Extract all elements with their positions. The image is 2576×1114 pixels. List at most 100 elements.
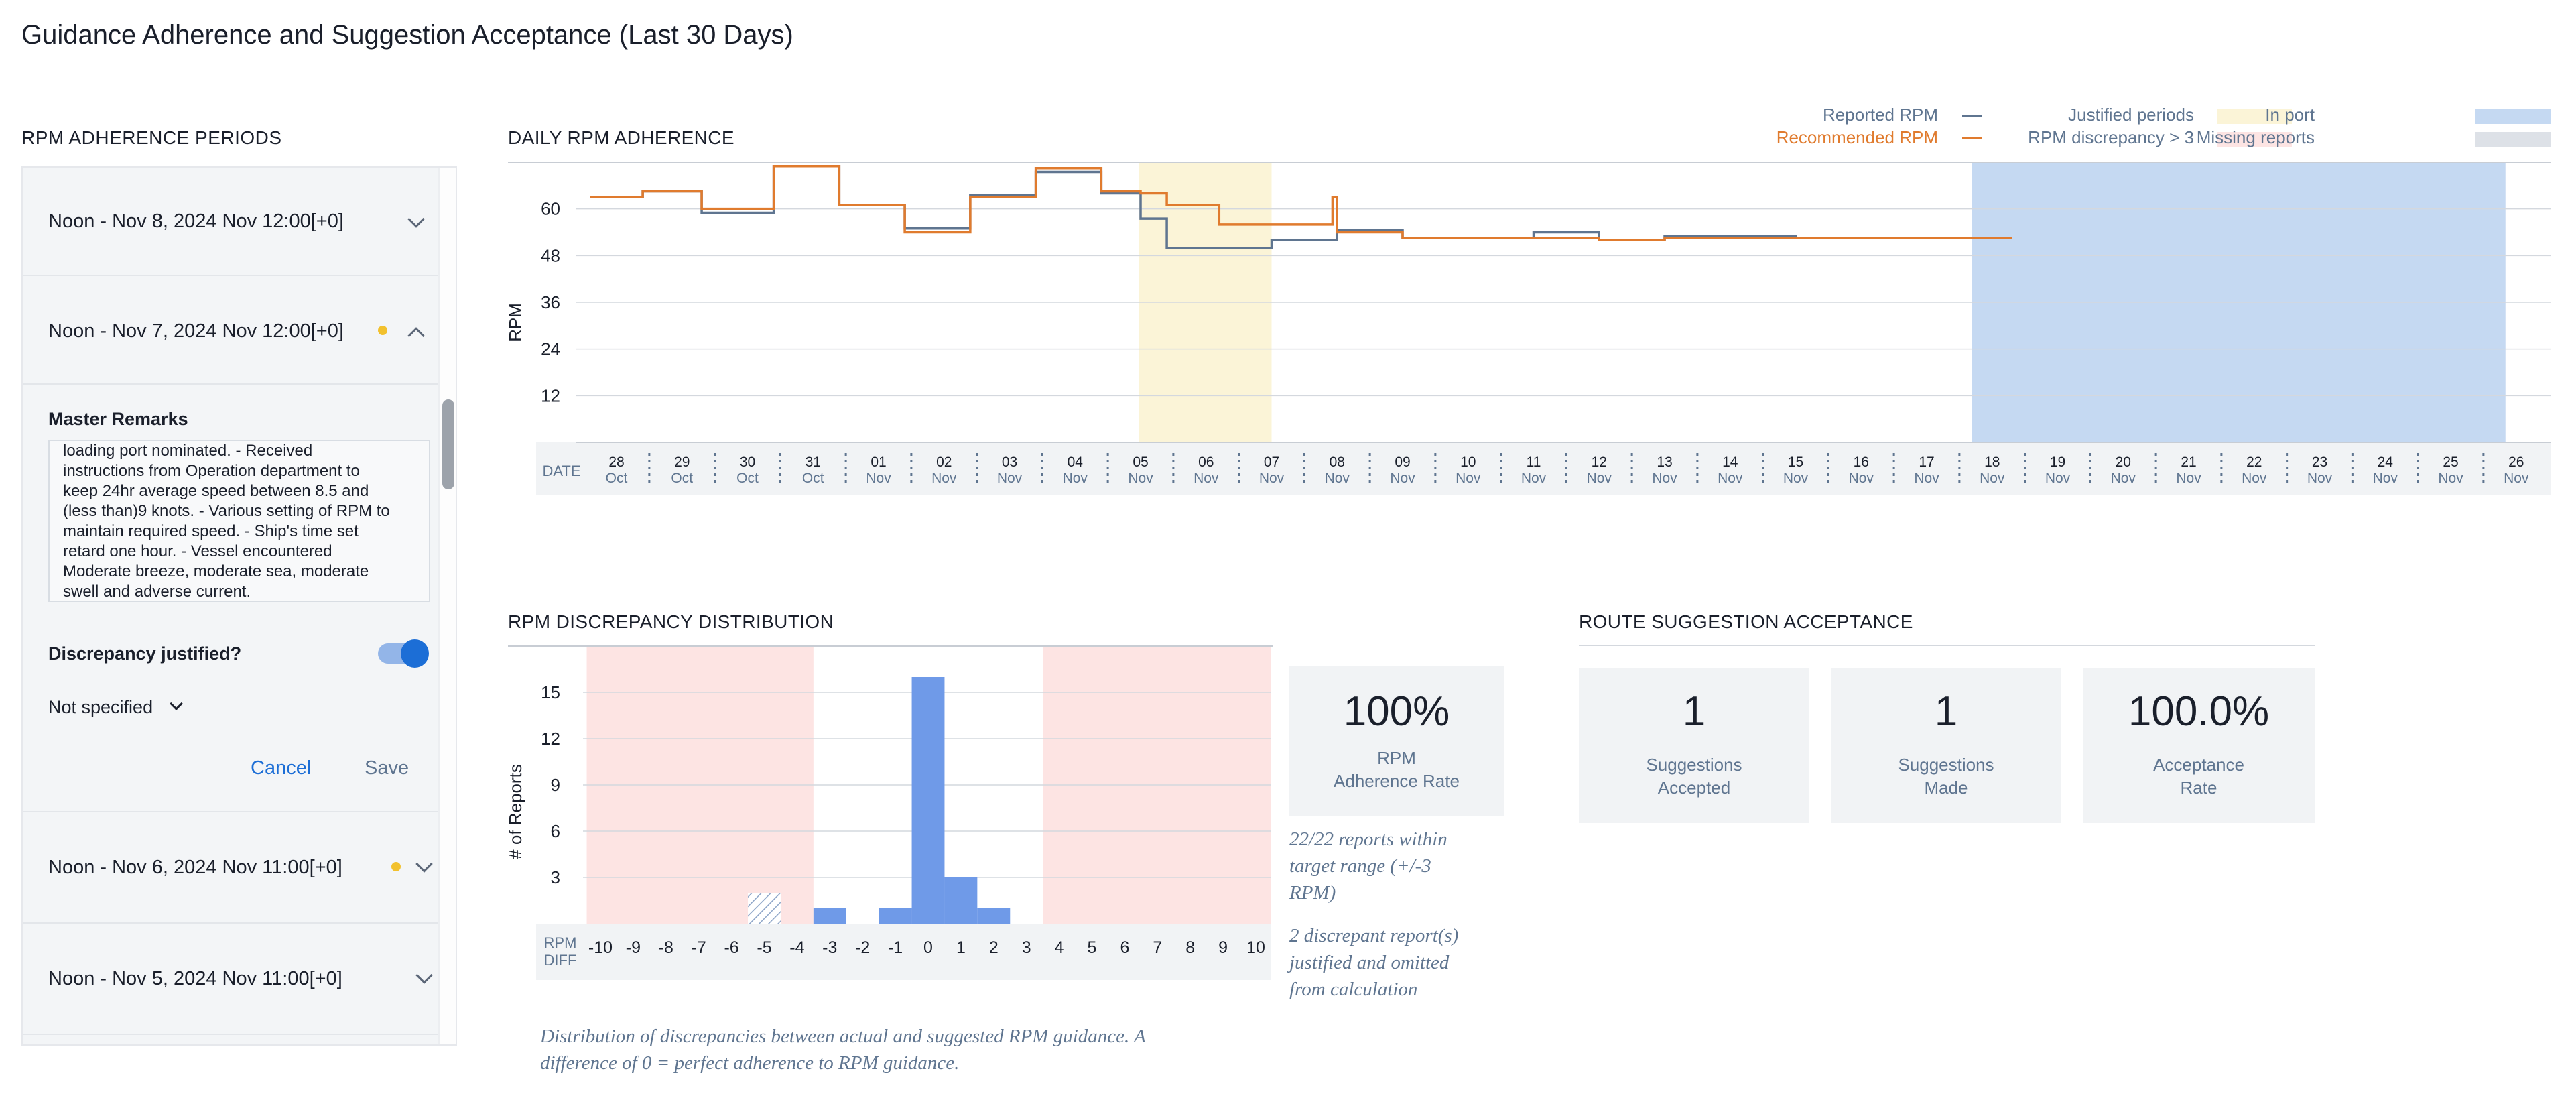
remarks-textarea[interactable]: loading port nominated. - Received instr… bbox=[48, 440, 430, 602]
suggestions-made-value: 1 bbox=[1934, 688, 1958, 735]
date-tick-label: 04 bbox=[1068, 454, 1084, 470]
y-tick-label: 48 bbox=[541, 245, 560, 265]
date-tick-month: Nov bbox=[1849, 471, 1874, 486]
period-item[interactable]: Noon - Nov 6, 2024 Nov 11:00[+0] bbox=[23, 814, 446, 924]
legend-recommended-label: Recommended RPM bbox=[1776, 127, 1938, 147]
x-tick-label: -10 bbox=[588, 938, 613, 957]
acceptance-rate-label: Acceptance bbox=[2153, 755, 2244, 775]
period-item[interactable]: Noon - Nov 5, 2024 Nov 11:00[+0] bbox=[23, 925, 446, 1035]
remarks-line: instructions from Operation department t… bbox=[63, 462, 360, 480]
date-tick-month: Nov bbox=[2504, 471, 2529, 486]
route-heading-rule bbox=[1579, 645, 2315, 646]
date-tick-month: Nov bbox=[1783, 471, 1809, 486]
x-tick-label: 3 bbox=[1022, 938, 1031, 957]
legend-in-port-label: In port bbox=[2265, 105, 2315, 125]
x-tick-label: -6 bbox=[724, 938, 738, 957]
date-tick-label: 21 bbox=[2181, 454, 2196, 470]
date-tick-month: Nov bbox=[2176, 471, 2201, 486]
date-tick-month: Nov bbox=[2373, 471, 2398, 486]
x-tick-label: 5 bbox=[1088, 938, 1097, 957]
remarks-line: swell and adverse current. bbox=[63, 582, 251, 601]
histogram-bar bbox=[911, 677, 945, 924]
justified-note: 2 discrepant report(s) justified and omi… bbox=[1289, 922, 1458, 1003]
x-tick-label: 10 bbox=[1246, 938, 1265, 957]
scrollbar-thumb[interactable] bbox=[442, 399, 454, 489]
scrollbar[interactable] bbox=[438, 168, 456, 1044]
date-tick-month: Nov bbox=[1980, 471, 2005, 486]
date-tick-month: Nov bbox=[2307, 471, 2333, 486]
remarks-line: Moderate breeze, moderate sea, moderate bbox=[63, 562, 369, 580]
cancel-button[interactable]: Cancel bbox=[251, 757, 312, 779]
reason-select-value: Not specified bbox=[48, 697, 153, 717]
dist-caption-line: Distribution of discrepancies between ac… bbox=[540, 1026, 1146, 1047]
justified-note-line: 2 discrepant report(s) bbox=[1289, 925, 1459, 946]
date-tick-month: Oct bbox=[606, 471, 628, 486]
histogram-bar bbox=[977, 908, 1011, 924]
daily-rpm-chart: 1224364860RPMDATE28Oct29Oct30Oct31Oct01N… bbox=[505, 162, 2551, 495]
y-tick-label: 60 bbox=[541, 199, 560, 219]
daily-heading: DAILY RPM ADHERENCE bbox=[508, 127, 734, 148]
legend-discrepancy-label: RPM discrepancy > 3 bbox=[2028, 127, 2194, 147]
justified-note-line: from calculation bbox=[1289, 979, 1418, 1000]
y-tick-label: 36 bbox=[541, 292, 560, 312]
date-tick-month: Nov bbox=[2111, 471, 2136, 486]
date-tick-label: 05 bbox=[1133, 454, 1148, 470]
date-tick-month: Nov bbox=[931, 471, 957, 486]
x-axis-label: RPM bbox=[544, 934, 577, 951]
x-tick-label: 8 bbox=[1185, 938, 1195, 957]
remarks-line: (less than)9 knots. - Various setting of… bbox=[63, 502, 390, 520]
remarks-line: keep 24hr average speed between 8.5 and bbox=[63, 482, 369, 500]
date-tick-label: 31 bbox=[806, 454, 821, 470]
x-tick-label: -1 bbox=[888, 938, 903, 957]
date-tick-label: 12 bbox=[1592, 454, 1607, 470]
date-tick-label: 15 bbox=[1788, 454, 1803, 470]
x-tick-label: -2 bbox=[855, 938, 870, 957]
date-tick-label: 24 bbox=[2378, 454, 2394, 470]
legend-justified-swatch bbox=[2217, 109, 2292, 124]
justified-label: Discrepancy justified? bbox=[48, 643, 242, 664]
period-label: Noon - Nov 5, 2024 Nov 11:00[+0] bbox=[48, 968, 342, 989]
legend-recommended-line bbox=[1962, 137, 1982, 139]
justified-note-line: justified and omitted bbox=[1289, 952, 1450, 973]
legend-missing-swatch bbox=[2475, 132, 2551, 147]
x-tick-label: 1 bbox=[956, 938, 966, 957]
dist-caption: Distribution of discrepancies between ac… bbox=[540, 1023, 1146, 1076]
date-tick-label: 25 bbox=[2443, 454, 2458, 470]
dist-caption-line: difference of 0 = perfect adherence to R… bbox=[540, 1052, 960, 1074]
y-tick-label: 6 bbox=[551, 821, 560, 841]
period-item-expanded[interactable]: Noon - Nov 7, 2024 Nov 12:00[+0] bbox=[23, 277, 446, 385]
date-tick-label: 08 bbox=[1330, 454, 1345, 470]
date-axis-label: DATE bbox=[542, 462, 580, 479]
adherence-rate-value: 100% bbox=[1343, 688, 1450, 735]
y-tick-label: 15 bbox=[541, 682, 560, 702]
flag-dot-icon bbox=[391, 862, 401, 871]
suggestions-made-card: 1 Suggestions Made bbox=[1831, 668, 2061, 823]
date-tick-label: 06 bbox=[1198, 454, 1214, 470]
x-tick-label: -4 bbox=[789, 938, 804, 957]
date-axis-band bbox=[536, 442, 2551, 495]
date-tick-month: Nov bbox=[866, 471, 891, 486]
y-tick-label: 12 bbox=[541, 385, 560, 406]
legend-justified-label: Justified periods bbox=[2068, 105, 2194, 125]
date-tick-month: Nov bbox=[1521, 471, 1547, 486]
period-item[interactable]: Noon - Nov 8, 2024 Nov 12:00[+0] bbox=[23, 168, 446, 276]
period-label: Noon - Nov 6, 2024 Nov 11:00[+0] bbox=[48, 857, 342, 878]
suggestions-accepted-value: 1 bbox=[1682, 688, 1706, 735]
periods-panel: Noon - Nov 8, 2024 Nov 12:00[+0] Noon - … bbox=[21, 166, 457, 1046]
x-tick-label: -5 bbox=[757, 938, 771, 957]
adherence-note: 22/22 reports within target range (+/-3 … bbox=[1289, 826, 1447, 906]
date-tick-month: Nov bbox=[1587, 471, 1612, 486]
date-tick-month: Nov bbox=[1259, 471, 1285, 486]
x-tick-label: 9 bbox=[1218, 938, 1228, 957]
adherence-rate-label: Adherence Rate bbox=[1334, 771, 1460, 791]
y-axis-label: # of Reports bbox=[505, 764, 525, 859]
x-tick-label: -8 bbox=[659, 938, 673, 957]
recommended-rpm-line bbox=[590, 165, 2012, 241]
justified-toggle-knob[interactable] bbox=[401, 639, 429, 668]
acceptance-rate-value: 100.0% bbox=[2128, 688, 2270, 735]
x-tick-label: 4 bbox=[1055, 938, 1064, 957]
date-tick-month: Nov bbox=[1652, 471, 1677, 486]
save-button[interactable]: Save bbox=[365, 757, 409, 779]
suggestions-made-label: Made bbox=[1924, 778, 1968, 798]
